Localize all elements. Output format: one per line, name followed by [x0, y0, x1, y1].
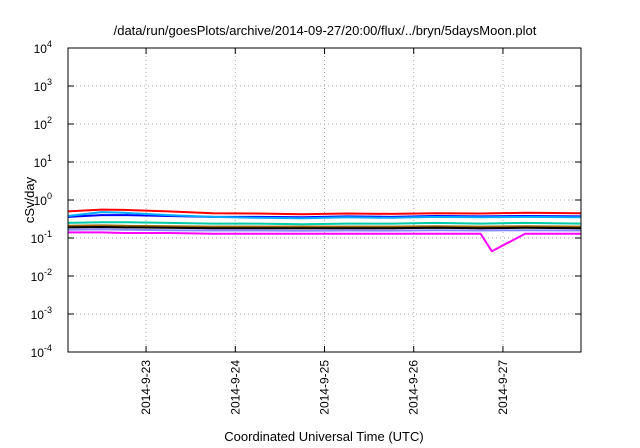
y-tick-label: 102: [34, 115, 52, 132]
x-tick-label: 2014-9-27: [496, 360, 510, 415]
y-tick-label: 103: [34, 77, 52, 94]
x-axis-ticks: 2014-9-23 2014-9-24 2014-9-25 2014-9-26 2014…: [139, 48, 510, 415]
chart-title: /data/run/goesPlots/archive/2014-09-27/2…: [114, 23, 537, 38]
x-tick-label: 2014-9-25: [318, 360, 332, 415]
series-line-1: [67, 208, 582, 216]
y-tick-exponent: -4: [44, 343, 52, 353]
y-axis-label: cSv/day: [22, 176, 37, 223]
series-line-7: [67, 228, 582, 232]
series-line-4: [67, 221, 582, 226]
y-tick-label: 10-3: [31, 305, 52, 322]
y-tick-exponent: 0: [47, 191, 52, 201]
x-tick-label: 2014-9-26: [407, 360, 421, 415]
y-tick-label: 10-4: [31, 343, 52, 360]
y-tick-exponent: 1: [47, 153, 52, 163]
y-tick-exponent: -1: [44, 229, 52, 239]
y-tick-label: 101: [34, 153, 52, 170]
series-lines: [67, 208, 582, 253]
y-tick-exponent: 2: [47, 115, 52, 125]
series-line-5: [67, 224, 582, 228]
y-tick-exponent: -3: [44, 305, 52, 315]
y-tick-label: 10-1: [31, 229, 52, 246]
y-tick-label: 104: [34, 39, 52, 56]
x-tick-label: 2014-9-24: [228, 360, 242, 415]
y-tick-exponent: -2: [44, 267, 52, 277]
grid: [68, 48, 581, 352]
x-axis-label: Coordinated Universal Time (UTC): [224, 429, 423, 444]
y-tick-exponent: 3: [47, 77, 52, 87]
x-tick-label: 2014-9-23: [139, 360, 153, 415]
y-tick-label: 10-2: [31, 267, 52, 284]
series-line-8: [68, 231, 581, 253]
y-tick-exponent: 4: [47, 39, 52, 49]
series-line-3: [67, 211, 582, 220]
series-line-6: [67, 226, 582, 230]
